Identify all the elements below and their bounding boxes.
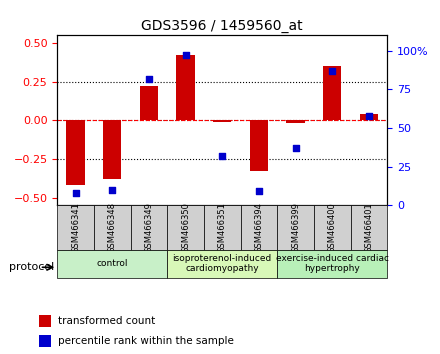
FancyBboxPatch shape [277, 250, 387, 278]
Text: GSM466349: GSM466349 [144, 202, 154, 253]
Text: transformed count: transformed count [59, 316, 156, 326]
Point [182, 53, 189, 58]
Point [365, 113, 372, 119]
Point [255, 189, 262, 194]
Text: control: control [96, 259, 128, 268]
Text: GSM466351: GSM466351 [218, 202, 227, 253]
Bar [103, 120, 121, 179]
Bar [360, 114, 378, 120]
Text: GSM466394: GSM466394 [254, 202, 264, 253]
Point [145, 76, 152, 81]
Bar [39, 315, 51, 327]
Bar [39, 335, 51, 347]
FancyBboxPatch shape [314, 205, 351, 250]
Text: GSM466400: GSM466400 [328, 202, 337, 253]
Bar [286, 120, 305, 124]
FancyBboxPatch shape [94, 205, 131, 250]
Point [329, 68, 336, 74]
Point [219, 153, 226, 159]
Text: GSM466401: GSM466401 [364, 202, 374, 253]
FancyBboxPatch shape [131, 205, 167, 250]
Text: GSM466350: GSM466350 [181, 202, 190, 253]
FancyBboxPatch shape [57, 250, 167, 278]
FancyBboxPatch shape [277, 205, 314, 250]
Bar [213, 120, 231, 122]
Bar [176, 56, 195, 120]
FancyBboxPatch shape [241, 205, 277, 250]
Text: exercise-induced cardiac
hypertrophy: exercise-induced cardiac hypertrophy [276, 254, 389, 273]
Point [72, 190, 79, 196]
Bar [250, 120, 268, 171]
Bar [140, 86, 158, 120]
FancyBboxPatch shape [57, 205, 94, 250]
Bar [323, 66, 341, 120]
Text: isoproterenol-induced
cardiomyopathy: isoproterenol-induced cardiomyopathy [172, 254, 272, 273]
Point [292, 145, 299, 151]
Text: GSM466348: GSM466348 [108, 202, 117, 253]
Title: GDS3596 / 1459560_at: GDS3596 / 1459560_at [141, 19, 303, 33]
Text: GSM466341: GSM466341 [71, 202, 80, 253]
FancyBboxPatch shape [167, 205, 204, 250]
FancyBboxPatch shape [167, 250, 277, 278]
Bar [66, 120, 85, 185]
Text: percentile rank within the sample: percentile rank within the sample [59, 336, 235, 346]
Text: GSM466399: GSM466399 [291, 202, 300, 253]
FancyBboxPatch shape [351, 205, 387, 250]
Text: protocol: protocol [9, 262, 54, 272]
Point [109, 187, 116, 193]
FancyBboxPatch shape [204, 205, 241, 250]
